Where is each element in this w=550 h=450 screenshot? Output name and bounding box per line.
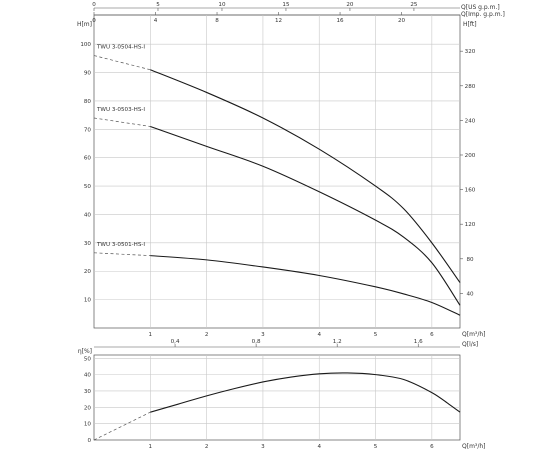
head-y-tick-label: 70 [84,127,92,133]
ls-tick-label: 1,6 [414,339,423,345]
head-curve-label: TWU 3-0503-HS-I [96,107,145,113]
eff-y-tick-label: 20 [84,405,92,411]
head-ft-tick-label: 80 [466,257,474,263]
head-curve-3 [150,255,461,316]
eff-x-tick-label: 2 [205,444,209,450]
head-ft-tick-label: 120 [465,222,476,228]
imp-gpm-axis-title: Q[Imp. g.p.m.] [461,11,505,18]
head-y-tick-label: 90 [84,71,92,77]
head-x-tick-label: 2 [205,332,209,338]
head-curve-label: TWU 3-0501-HS-I [96,242,145,248]
head-x-tick-label: 1 [149,332,153,338]
head-y-tick-label: 40 [84,212,92,218]
head-ft-tick-label: 200 [465,153,476,159]
imp-gpm-tick-label: 20 [398,18,406,24]
head-y-tick-label: 50 [84,184,92,190]
eff-x-tick-label: 5 [374,444,378,450]
eff-x-axis-title: Q[m³/h] [462,443,485,450]
head-ft-tick-label: 160 [465,188,476,194]
us-gpm-tick-label: 0 [92,2,96,8]
head-ft-tick-label: 320 [465,49,476,55]
head-y-tick-label: 80 [84,99,92,105]
eff-x-tick-label: 6 [430,444,434,450]
head-ft-tick-label: 240 [465,118,476,124]
head-ft-tick-label: 40 [466,291,474,297]
head-curve-dashed-extension [93,55,151,71]
head-curve-2 [150,125,461,306]
head-y-axis-title: H[m] [77,21,92,28]
eff-x-tick-label: 4 [317,444,321,450]
head-y-tick-label: 30 [84,241,92,247]
efficiency-plot-frame [93,354,461,441]
eff-y-tick-label: 0 [87,438,91,444]
ls-tick-label: 1,2 [333,339,342,345]
head-y-tick-label: 20 [84,269,92,275]
us-gpm-tick-label: 15 [282,2,290,8]
head-y-tick-label: 60 [84,156,92,162]
imp-gpm-tick-label: 4 [154,18,158,24]
imp-gpm-tick-label: 12 [275,18,282,24]
head-curve-1 [150,69,461,283]
head-x-tick-label: 6 [430,332,434,338]
efficiency-curve-dashed-extension [93,411,151,441]
head-x-tick-label: 5 [374,332,378,338]
head-y2-axis-title: H[ft] [463,21,477,28]
head-x-tick-label: 3 [261,332,265,338]
efficiency-curve [150,372,461,413]
eff-x-tick-label: 3 [261,444,265,450]
us-gpm-tick-label: 5 [156,2,160,8]
eff-y-tick-label: 30 [84,389,92,395]
imp-gpm-tick-label: 16 [336,18,344,24]
imp-gpm-tick-label: 8 [215,18,219,24]
head-x-axis-title: Q[m³/h] [462,331,485,338]
head-ft-tick-label: 280 [465,84,476,90]
head-y-tick-label: 100 [80,42,91,48]
eff-y-axis-title: η[%] [78,348,92,355]
eff-y-tick-label: 40 [84,373,92,379]
head-x-tick-label: 4 [317,332,321,338]
head-curve-label: TWU 3-0504-HS-I [96,45,145,51]
ls-tick-label: 0,4 [171,339,180,345]
us-gpm-tick-label: 25 [410,2,418,8]
eff-y-tick-label: 50 [84,356,92,362]
head-curve-dashed-extension [93,252,151,256]
us-gpm-tick-label: 10 [218,2,226,8]
head-curve-dashed-extension [93,117,151,127]
ls-tick-label: 0,8 [252,339,261,345]
eff-x-tick-label: 1 [149,444,153,450]
us-gpm-tick-label: 20 [346,2,354,8]
head-plot-frame [93,14,461,329]
us-gpm-axis-title: Q[US g.p.m.] [461,4,500,11]
head-y-tick-label: 10 [84,298,92,304]
eff-y-tick-label: 10 [84,422,92,428]
ls-axis-title: Q[l/s] [462,341,478,348]
